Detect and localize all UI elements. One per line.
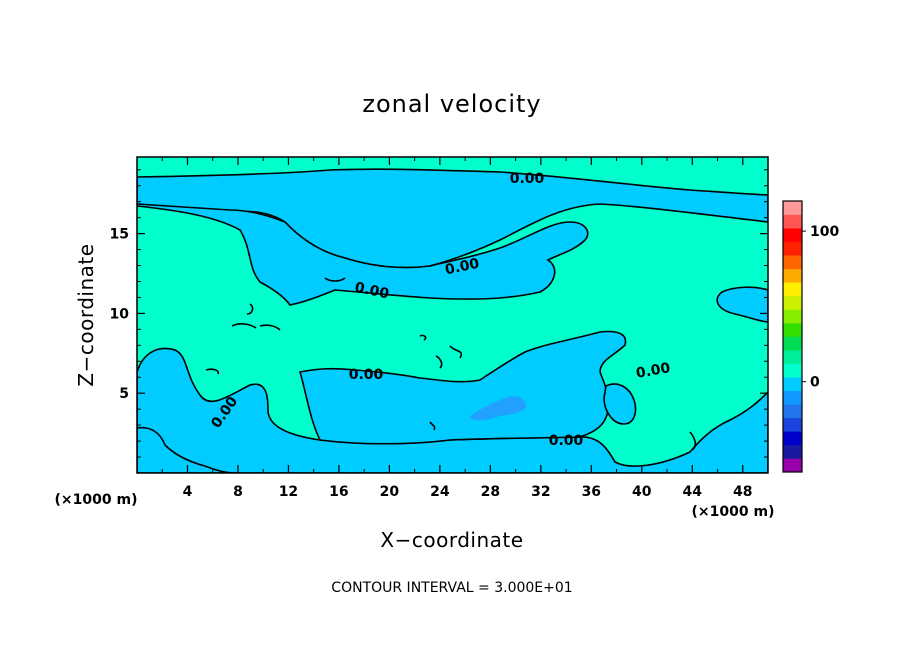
x-tick-label: 44 — [683, 484, 703, 500]
colorbar-swatch — [783, 282, 802, 297]
colorbar-swatch — [783, 228, 802, 242]
colorbar-swatch — [783, 255, 802, 270]
y-axis: 5 10 15 — [110, 169, 768, 458]
colorbar-swatch — [783, 309, 802, 324]
y-axis-title: Z−coordinate — [74, 243, 98, 386]
x-axis-title: X−coordinate — [380, 528, 523, 552]
chart-title: zonal velocity — [362, 90, 541, 118]
negative-region-blob-1 — [603, 383, 637, 425]
negative-region-right-island — [716, 286, 768, 323]
colorbar-swatch — [783, 431, 802, 446]
contour-label: 0.00 — [353, 280, 390, 303]
colorbar-swatch — [783, 201, 802, 215]
contour-label: 0.00 — [444, 256, 481, 279]
colorbar-label-0: 0 — [810, 375, 820, 391]
colorbar-swatch — [783, 322, 802, 337]
x-tick-label: 40 — [632, 484, 652, 500]
y-tick-label: 15 — [110, 227, 129, 243]
colorbar-swatch — [783, 336, 802, 351]
x-tick-label: 20 — [380, 484, 400, 500]
colorbar-swatch — [783, 241, 802, 256]
x-tick-label: 8 — [233, 484, 243, 500]
x-tick-label: 28 — [481, 484, 500, 500]
y-tick-label: 5 — [119, 386, 129, 402]
x-tick-label: 12 — [279, 484, 298, 500]
minimum-region — [470, 396, 526, 421]
colorbar-swatch — [783, 404, 802, 419]
x-axis: 4 8 12 16 20 24 28 32 36 40 44 48 — [161, 157, 753, 500]
contour-line-1 — [205, 277, 697, 451]
negative-region-mid — [137, 203, 589, 306]
colorbar-label-100: 100 — [810, 224, 839, 240]
colorbar — [783, 201, 806, 473]
colorbar-swatch — [783, 363, 802, 378]
contour-label: 0.00 — [635, 360, 672, 382]
x-tick-label: 4 — [183, 484, 193, 500]
x-tick-label: 48 — [733, 484, 752, 500]
x-tick-label: 36 — [582, 484, 601, 500]
colorbar-swatch — [783, 295, 802, 310]
colorbar-swatch — [783, 214, 802, 229]
colorbar-swatch — [783, 377, 802, 391]
contour-interval-note: CONTOUR INTERVAL = 3.000E+01 — [331, 580, 572, 596]
colorbar-swatch — [783, 444, 802, 459]
colorbar-swatch — [783, 268, 802, 283]
negative-region-center — [298, 330, 627, 445]
plot-area — [137, 157, 768, 473]
plot-frame — [136, 156, 769, 474]
colorbar-swatch — [783, 390, 802, 405]
y-tick-label: 10 — [110, 306, 130, 322]
x-tick-label: 16 — [329, 484, 348, 500]
contour-label: 0.00 — [349, 367, 384, 383]
z-unit-label: (×1000 m) — [692, 504, 775, 520]
x-unit-label: (×1000 m) — [55, 492, 138, 508]
colorbar-frame — [782, 200, 803, 473]
colorbar-swatch — [783, 417, 802, 432]
contour-label: 0.00 — [549, 433, 584, 449]
x-tick-label: 32 — [531, 484, 550, 500]
contour-labels: 0.000.000.000.000.000.000.00 — [208, 171, 671, 449]
contour-label: 0.00 — [510, 171, 545, 187]
colorbar-swatch — [783, 350, 802, 364]
x-tick-label: 24 — [430, 484, 450, 500]
colorbar-swatch — [783, 458, 802, 473]
